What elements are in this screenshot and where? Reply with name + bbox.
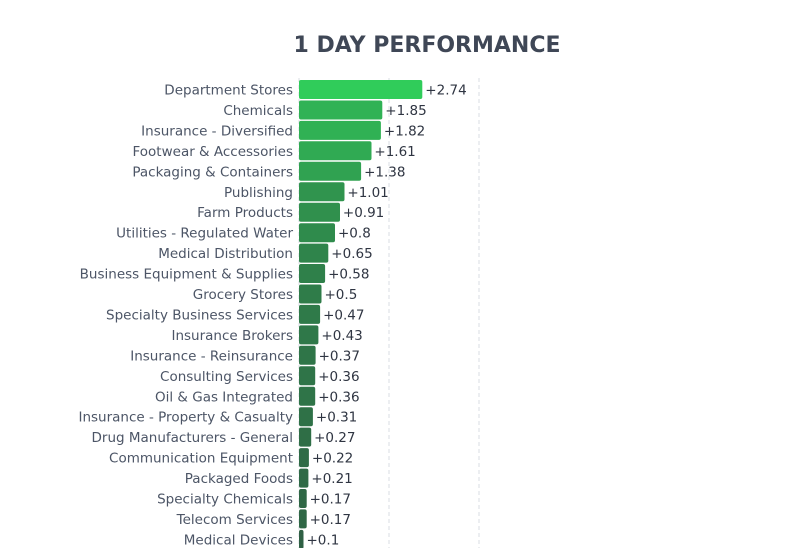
category-label: Publishing [224, 185, 293, 201]
value-label: +0.43 [321, 328, 362, 344]
category-label: Drug Manufacturers - General [92, 430, 294, 446]
value-label: +2.74 [425, 83, 466, 99]
value-label: +0.27 [314, 430, 355, 446]
category-label: Specialty Chemicals [157, 492, 293, 508]
value-labels: +2.74 +1.85 +1.82 +1.61 +1.38 +1.01 +0.91 +0.8 +… [307, 83, 467, 548]
bar [299, 182, 345, 202]
bar [299, 100, 383, 120]
value-label: +0.36 [318, 369, 359, 385]
bar [299, 529, 304, 548]
bar [299, 223, 335, 243]
value-label: +0.22 [312, 451, 353, 467]
value-label: +0.91 [343, 205, 384, 221]
bar [299, 468, 309, 488]
category-label: Grocery Stores [193, 287, 293, 303]
value-label: +0.47 [323, 307, 364, 323]
bar [299, 243, 329, 263]
category-label: Footwear & Accessories [133, 144, 294, 160]
category-label: Medical Distribution [158, 246, 293, 262]
value-label: +0.37 [319, 348, 360, 364]
bar [299, 448, 309, 468]
value-label: +1.82 [384, 123, 425, 139]
category-label: Oil & Gas Integrated [155, 389, 293, 405]
bar [299, 427, 312, 447]
category-label: Insurance - Property & Casualty [78, 410, 293, 426]
category-label: Insurance - Diversified [141, 123, 293, 139]
value-label: +0.65 [331, 246, 372, 262]
value-label: +0.31 [316, 410, 357, 426]
value-label: +1.38 [364, 164, 405, 180]
category-label: Telecom Services [176, 512, 293, 528]
value-label: +0.1 [307, 532, 340, 548]
bar [299, 386, 316, 406]
bar [299, 489, 307, 508]
bar [299, 509, 307, 529]
value-label: +0.8 [338, 226, 371, 242]
category-label: Insurance - Reinsurance [130, 348, 293, 364]
bar [299, 325, 319, 345]
bar [299, 120, 381, 140]
bar [299, 202, 340, 222]
value-label: +0.21 [311, 471, 352, 487]
category-label: Department Stores [164, 83, 293, 99]
category-label: Consulting Services [160, 369, 293, 385]
category-label: Medical Devices [184, 532, 293, 548]
bar [299, 366, 316, 386]
bar [299, 264, 326, 283]
value-label: +0.17 [310, 492, 351, 508]
category-label: Insurance Brokers [171, 328, 293, 344]
category-labels: Department Stores Chemicals Insurance - Di… [78, 83, 293, 548]
category-label: Chemicals [223, 103, 293, 119]
category-label: Farm Products [197, 205, 293, 221]
bar [299, 141, 372, 161]
category-label: Business Equipment & Supplies [80, 267, 293, 283]
bar [299, 80, 423, 99]
value-label: +1.01 [347, 185, 388, 201]
chart-title: 1 DAY PERFORMANCE [293, 33, 560, 58]
value-label: +1.61 [374, 144, 415, 160]
value-label: +0.17 [310, 512, 351, 528]
bar [299, 284, 322, 304]
bar [299, 345, 316, 365]
value-label: +1.85 [385, 103, 426, 119]
value-label: +0.5 [325, 287, 358, 303]
value-label: +0.36 [318, 389, 359, 405]
category-label: Specialty Business Services [106, 307, 293, 323]
category-label: Packaged Foods [185, 471, 293, 487]
value-label: +0.58 [328, 267, 369, 283]
bar-series [299, 80, 423, 548]
category-label: Utilities - Regulated Water [116, 226, 293, 242]
bar [299, 161, 362, 181]
bar [299, 407, 313, 427]
category-label: Packaging & Containers [132, 164, 293, 180]
category-label: Communication Equipment [109, 451, 293, 467]
bar [299, 304, 321, 324]
